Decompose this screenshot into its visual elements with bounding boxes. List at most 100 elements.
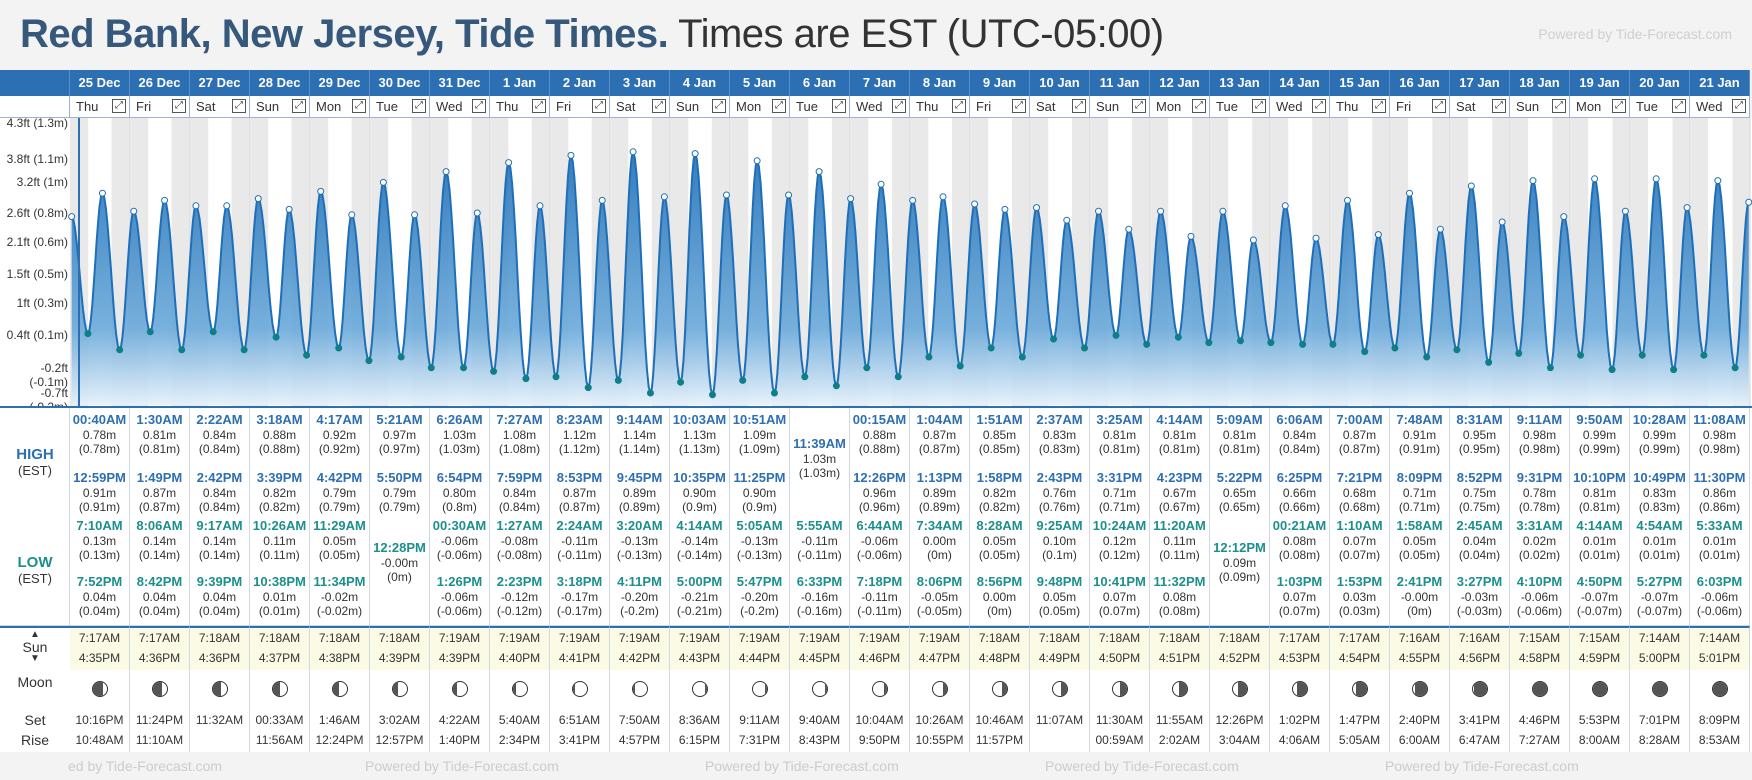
high-tide-time: 00:40AM <box>72 412 127 427</box>
low-tide-entry: 7:10AM 0.13m (0.13m) <box>70 518 129 562</box>
expand-icon[interactable]: ⤢ <box>712 99 726 113</box>
expand-icon[interactable]: ⤢ <box>1432 99 1446 113</box>
expand-icon[interactable]: ⤢ <box>1492 99 1506 113</box>
sun-times: 7:18AM 4:49PM <box>1030 626 1090 670</box>
sunset-time: 4:43PM <box>678 651 721 665</box>
low-tide-height-alt: (0.05m) <box>1398 548 1441 562</box>
expand-icon[interactable]: ⤢ <box>352 99 366 113</box>
low-tide-point <box>1608 366 1616 374</box>
high-tide-entry: 10:28AM 0.99m (0.99m) <box>1630 412 1689 456</box>
high-tide-height: 0.87m <box>922 428 957 442</box>
day-of-week: Sat <box>1036 99 1056 114</box>
sun-times: 7:14AM 5:01PM <box>1690 626 1750 670</box>
powered-by-watermark: Powered by Tide-Forecast.com <box>705 758 899 774</box>
sunrise-time: 7:15AM <box>1518 631 1561 645</box>
expand-icon[interactable]: ⤢ <box>112 99 126 113</box>
moonrise-time: 12:24PM <box>315 733 364 747</box>
high-tide-height-alt: (1.14m) <box>618 442 661 456</box>
low-tide-entry: 2:23PM -0.12m (-0.12m) <box>490 574 549 618</box>
low-tides: 11:20AM 0.11m (0.11m) 11:32PM 0.08m (0.08m) <box>1150 518 1209 618</box>
expand-icon[interactable]: ⤢ <box>1612 99 1626 113</box>
high-tide-height-alt: (0.84m) <box>1278 442 1321 456</box>
high-tide-height-alt: (0.76m) <box>1038 500 1081 514</box>
high-tide-time: 11:30PM <box>1693 470 1746 485</box>
expand-icon[interactable]: ⤢ <box>232 99 246 113</box>
expand-icon[interactable]: ⤢ <box>1012 99 1026 113</box>
high-tide-time: 4:42PM <box>316 470 363 485</box>
expand-icon[interactable]: ⤢ <box>1372 99 1386 113</box>
expand-icon[interactable]: ⤢ <box>772 99 786 113</box>
moon-phase <box>970 670 1029 710</box>
moon-shadow <box>1593 682 1607 696</box>
low-tide-height: 0.13m <box>82 534 117 548</box>
sunrise-time: 7:18AM <box>378 631 421 645</box>
date-header: 12 Jan <box>1150 70 1210 96</box>
moon-phase-icon <box>992 681 1008 697</box>
high-tide-point <box>536 202 544 210</box>
day-tide-column: 00:15AM 0.88m (0.88m) 12:26PM 0.96m (0.96m) 6:… <box>850 408 910 626</box>
low-tide-time: 1:10AM <box>1336 518 1383 533</box>
high-tides: 3:18AM 0.88m (0.88m) 3:39PM 0.82m (0.82m) <box>250 412 309 514</box>
expand-icon[interactable]: ⤢ <box>1072 99 1086 113</box>
low-tide-entry: 5:47PM -0.20m (-0.2m) <box>730 574 789 618</box>
day-tide-column: 1:04AM 0.87m (0.87m) 1:13PM 0.89m (0.89m) 7:34… <box>910 408 970 626</box>
expand-icon[interactable]: ⤢ <box>292 99 306 113</box>
day-tide-column: 9:50AM 0.99m (0.99m) 10:10PM 0.81m (0.81m) 4:1… <box>1570 408 1630 626</box>
moonrise-time: 2:02AM <box>1158 733 1201 747</box>
low-tide-time: 9:17AM <box>196 518 243 533</box>
moonrise-time: 5:05AM <box>1338 733 1381 747</box>
expand-icon[interactable]: ⤢ <box>472 99 486 113</box>
expand-icon[interactable]: ⤢ <box>1312 99 1326 113</box>
high-tide-time: 9:31PM <box>1516 470 1563 485</box>
moon-phase-icon <box>1592 681 1608 697</box>
expand-icon[interactable]: ⤢ <box>952 99 966 113</box>
expand-icon[interactable]: ⤢ <box>532 99 546 113</box>
low-tide-entry: 3:20AM -0.13m (-0.13m) <box>610 518 669 562</box>
moon-phase-icon <box>152 681 168 697</box>
low-tide-entry: 4:14AM 0.01m (0.01m) <box>1570 518 1629 562</box>
low-tide-point <box>365 357 373 365</box>
sunrise-time: 7:17AM <box>1278 631 1321 645</box>
low-tide-entry: 7:34AM 0.00m (0m) <box>910 518 969 562</box>
moonrise-time: 11:32AM <box>195 713 244 727</box>
expand-icon[interactable]: ⤢ <box>1132 99 1146 113</box>
moonset-time: 1:47PM <box>1338 713 1381 727</box>
low-tide-height: -0.06m <box>1520 590 1559 604</box>
low-tide-height: -0.16m <box>800 590 839 604</box>
low-tides: 10:24AM 0.12m (0.12m) 10:41PM 0.07m (0.07m) <box>1090 518 1149 618</box>
low-tide-height-alt: (-0.13m) <box>616 548 663 562</box>
date-header: 14 Jan <box>1270 70 1330 96</box>
expand-icon[interactable]: ⤢ <box>892 99 906 113</box>
expand-icon[interactable]: ⤢ <box>412 99 426 113</box>
expand-icon[interactable]: ⤢ <box>1672 99 1686 113</box>
expand-icon[interactable]: ⤢ <box>832 99 846 113</box>
high-tides: 3:25AM 0.81m (0.81m) 3:31PM 0.71m (0.71m) <box>1090 412 1149 514</box>
high-tide-point <box>1591 175 1599 183</box>
day-of-week: Tue <box>796 99 818 114</box>
moonrise-time: 7:27AM <box>1518 733 1561 747</box>
high-tide-height: 0.84m <box>202 428 237 442</box>
high-tide-height-alt: (0.87m) <box>138 500 181 514</box>
expand-icon[interactable]: ⤢ <box>1192 99 1206 113</box>
low-tide-height-alt: (0.01m) <box>1698 548 1741 562</box>
expand-icon[interactable]: ⤢ <box>652 99 666 113</box>
expand-icon[interactable]: ⤢ <box>1552 99 1566 113</box>
sunset-time: 4:56PM <box>1458 651 1501 665</box>
low-tides: 00:30AM -0.06m (-0.06m) 1:26PM -0.06m (-0.06m… <box>430 518 489 618</box>
y-tick-label: 2.1ft (0.6m) <box>6 234 68 249</box>
high-tide-point <box>1219 207 1227 215</box>
moonset-time: 10:04AM <box>855 713 904 727</box>
low-tides: 5:55AM -0.11m (-0.11m) 6:33PM -0.16m (-0.16m) <box>790 518 849 618</box>
low-tide-entry: 5:33AM 0.01m (0.01m) <box>1690 518 1749 562</box>
moonrise-label: Rise <box>20 732 49 748</box>
expand-icon[interactable]: ⤢ <box>592 99 606 113</box>
low-tide-point <box>584 384 592 392</box>
expand-icon[interactable]: ⤢ <box>1252 99 1266 113</box>
low-tide-point <box>272 333 280 341</box>
low-tide-point <box>925 353 933 361</box>
day-of-week: Fri <box>1396 99 1412 114</box>
expand-icon[interactable]: ⤢ <box>1732 99 1746 113</box>
date-header: 11 Jan <box>1090 70 1150 96</box>
expand-icon[interactable]: ⤢ <box>172 99 186 113</box>
moon-phase-icon <box>512 681 528 697</box>
